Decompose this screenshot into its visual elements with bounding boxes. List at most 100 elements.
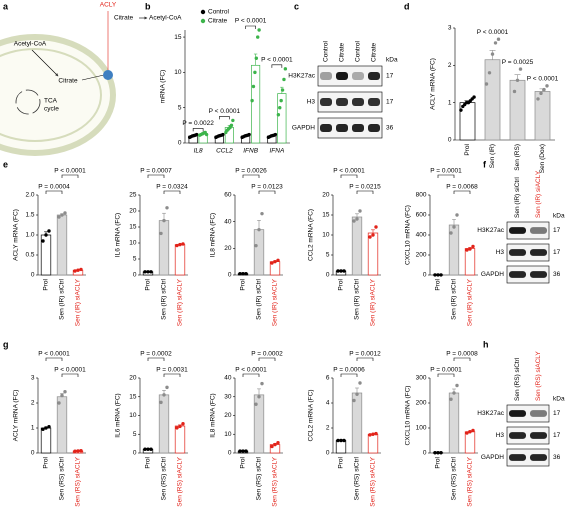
y-tick-label: 0 <box>228 272 232 279</box>
data-point <box>515 78 520 82</box>
data-point <box>73 449 77 453</box>
significance-bracket <box>192 128 204 132</box>
y-axis-label: CXCL10 mRNA (FC) <box>405 386 412 446</box>
p-value: P = 0.0002 <box>251 351 283 358</box>
significance-bracket <box>242 373 260 377</box>
row-label: GAPDH <box>481 454 504 461</box>
significance-bracket <box>258 190 276 194</box>
bar <box>56 214 68 276</box>
blot-frame <box>317 65 383 87</box>
band <box>530 271 547 278</box>
enzyme-label: ACLY <box>100 2 117 9</box>
data-point <box>276 258 280 263</box>
x-tick-label: Sen (RS) siCtrl <box>59 456 66 500</box>
y-axis-label: ACLY mRNA (FC) <box>13 390 20 442</box>
lane-label: Control <box>355 40 362 62</box>
blot-frame <box>506 243 550 262</box>
data-point <box>439 451 443 455</box>
diagram-label: cycle <box>44 106 59 113</box>
bar <box>367 232 379 276</box>
x-tick-label: Sen (RS) siCtrl <box>161 456 168 500</box>
y-tick-label: 20 <box>224 245 232 252</box>
data-point <box>254 402 258 406</box>
data-point <box>496 37 501 41</box>
band <box>336 124 348 132</box>
bar <box>351 216 363 276</box>
significance-bracket <box>61 373 79 377</box>
band <box>509 432 526 439</box>
bar <box>367 433 379 454</box>
y-tick-label: 15 <box>322 212 330 219</box>
p-value: P = 0.0031 <box>156 367 188 374</box>
data-point <box>47 425 51 429</box>
x-tick-label: IL8 <box>194 148 203 155</box>
y-tick-label: 0 <box>326 450 330 457</box>
data-point <box>41 427 45 431</box>
data-point <box>270 444 274 449</box>
y-tick-label: 20 <box>129 208 137 215</box>
data-point <box>279 98 283 103</box>
significance-bracket <box>437 373 455 377</box>
data-point <box>270 261 274 265</box>
band <box>320 124 332 132</box>
y-tick-label: 100 <box>416 425 427 432</box>
x-tick-label: Sen (IR) siACLY <box>370 278 377 326</box>
significance-bracket <box>61 174 79 178</box>
p-value: P < 0.0001 <box>209 108 241 115</box>
significance-bracket <box>45 190 63 194</box>
data-point <box>283 67 288 71</box>
data-point <box>79 267 83 272</box>
data-point <box>465 248 469 252</box>
kda-label: 17 <box>386 73 394 80</box>
p-value: P = 0.0007 <box>140 168 172 175</box>
band <box>509 410 526 417</box>
band <box>336 72 348 80</box>
p-value: P = 0.0001 <box>430 367 462 374</box>
panel-label: d <box>404 1 410 11</box>
p-value: P < 0.0001 <box>54 168 86 175</box>
p-value: P = 0.0006 <box>333 367 365 374</box>
x-tick-label: Sen (RS) siACLY <box>467 456 474 506</box>
data-point <box>44 233 48 237</box>
x-tick-label: Sen (RS) siCtrl <box>451 456 458 500</box>
data-point <box>63 211 67 215</box>
p-value: P = 0.0002 <box>140 351 172 358</box>
y-tick-label: 4 <box>326 400 330 407</box>
y-tick-label: 6 <box>326 375 330 382</box>
blot-frame <box>317 117 383 139</box>
y-axis-label: IL6 mRNA (FC) <box>115 393 122 437</box>
y-tick-label: 20 <box>129 375 137 382</box>
data-point <box>273 259 277 264</box>
data-point <box>518 67 523 71</box>
y-tick-label: 5 <box>178 104 182 111</box>
data-point <box>539 91 543 96</box>
significance-bracket <box>356 357 374 361</box>
data-point <box>459 108 463 112</box>
x-tick-label: Sen (IR) siACLY <box>75 278 82 326</box>
y-axis-label: CXCL10 mRNA (FC) <box>405 205 412 265</box>
y-tick-label: 600 <box>416 212 427 219</box>
data-point <box>251 84 256 89</box>
data-point <box>149 447 153 451</box>
data-point <box>342 438 346 443</box>
significance-bracket <box>147 357 165 361</box>
data-point <box>159 231 163 236</box>
row-label: GAPDH <box>292 125 315 132</box>
data-point <box>244 449 248 453</box>
data-point <box>433 451 437 455</box>
data-point <box>339 438 343 443</box>
x-tick-label: Sen (IR) siACLY <box>272 278 279 326</box>
data-point <box>352 219 356 223</box>
bar <box>459 102 476 141</box>
data-point <box>181 422 185 426</box>
row-label: GAPDH <box>481 271 504 278</box>
data-point <box>336 269 340 273</box>
data-point <box>254 243 258 248</box>
data-point <box>178 242 182 247</box>
x-tick-label: Sen (IR) siACLY <box>467 278 474 326</box>
p-value: P < 0.0001 <box>527 76 559 83</box>
data-point <box>342 269 346 273</box>
y-tick-label: 0 <box>31 272 35 279</box>
x-tick-label: Prol <box>338 278 345 290</box>
data-point <box>436 451 440 455</box>
